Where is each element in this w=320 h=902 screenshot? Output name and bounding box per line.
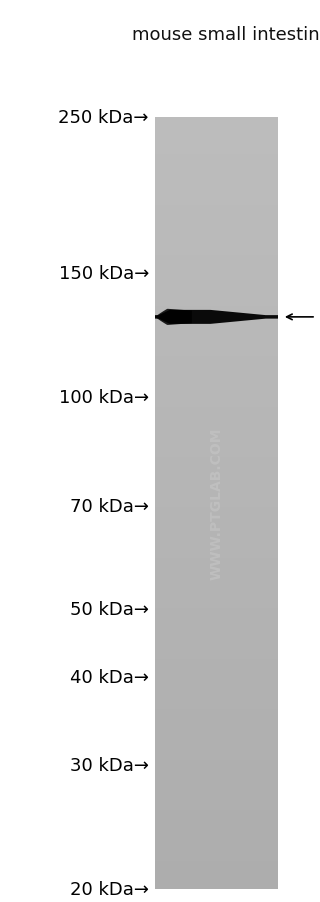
Text: 50 kDa→: 50 kDa→	[70, 600, 149, 618]
Polygon shape	[155, 310, 278, 325]
Text: 40 kDa→: 40 kDa→	[70, 668, 149, 686]
Text: 20 kDa→: 20 kDa→	[70, 880, 149, 898]
Text: 100 kDa→: 100 kDa→	[59, 389, 149, 407]
Text: mouse small intestine: mouse small intestine	[132, 26, 320, 44]
Text: 70 kDa→: 70 kDa→	[70, 498, 149, 516]
Polygon shape	[155, 309, 192, 326]
Text: 150 kDa→: 150 kDa→	[59, 265, 149, 283]
Text: 30 kDa→: 30 kDa→	[70, 756, 149, 774]
Text: 250 kDa→: 250 kDa→	[59, 109, 149, 127]
Text: WWW.PTGLAB.COM: WWW.PTGLAB.COM	[210, 428, 223, 580]
